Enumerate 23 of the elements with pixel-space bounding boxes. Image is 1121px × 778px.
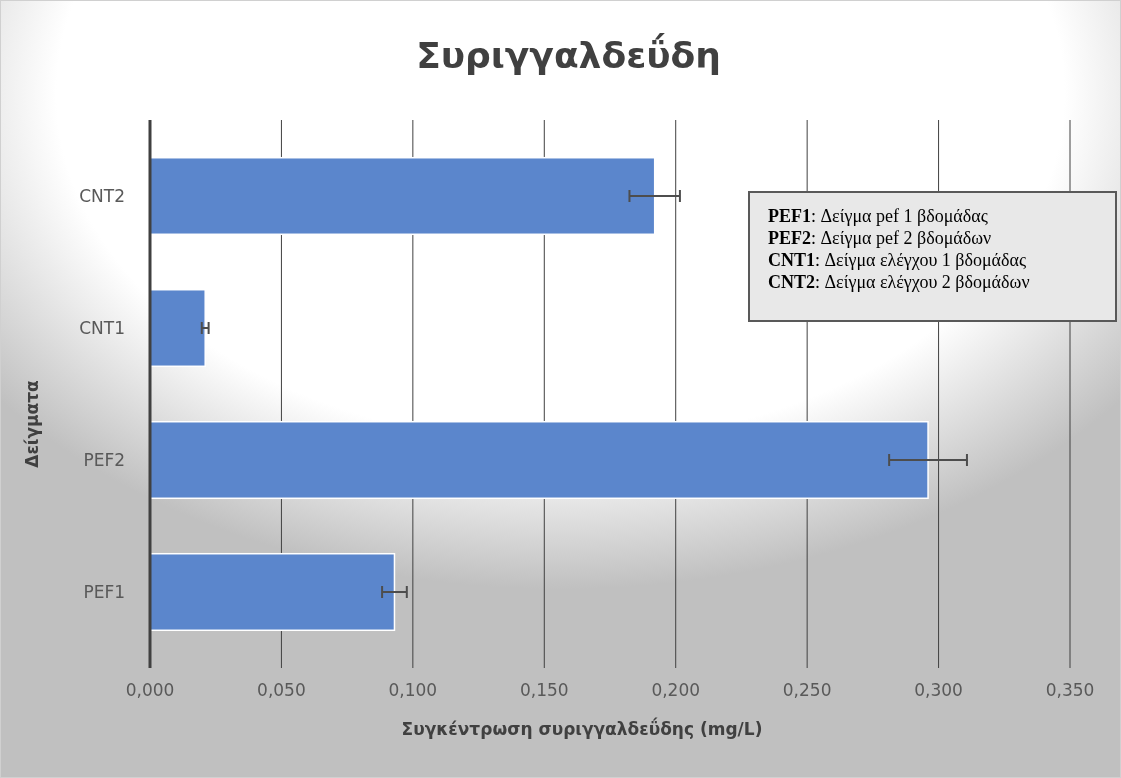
y-tick-label: PEF1 — [83, 582, 125, 602]
bar — [149, 420, 929, 500]
x-tick-label: 0,100 — [388, 680, 438, 700]
annotation: CNT2: Δείγμα ελέγχου 2 βδομάδων — [768, 272, 1030, 292]
y-tick-label: CNT1 — [79, 318, 125, 338]
x-tick-label: 0,000 — [125, 680, 175, 700]
x-tick-label: 0,300 — [914, 680, 963, 700]
x-tick-label: 0,250 — [782, 680, 832, 700]
bar — [149, 552, 396, 632]
chart-title: Συριγγαλδεΰδη — [416, 33, 721, 76]
y-tick-label: PEF2 — [83, 450, 125, 470]
y-axis-title: Δείγματα — [22, 380, 42, 468]
bar — [149, 156, 656, 236]
annotation: PEF2: Δείγμα pef 2 βδομάδων — [768, 228, 992, 248]
annotation: PEF1: Δείγμα pef 1 βδομάδας — [768, 206, 988, 226]
bar — [149, 288, 206, 368]
x-tick-label: 0,200 — [651, 680, 701, 700]
x-tick-label: 0,050 — [257, 680, 306, 700]
x-tick-label: 0,150 — [519, 680, 569, 700]
y-tick-label: CNT2 — [79, 186, 125, 206]
x-axis-title: Συγκέντρωση συριγγαλδεΰδης (mg/L) — [401, 717, 763, 739]
x-tick-label: 0,350 — [1045, 680, 1095, 700]
annotation: CNT1: Δείγμα ελέγχου 1 βδομάδας — [768, 250, 1027, 270]
